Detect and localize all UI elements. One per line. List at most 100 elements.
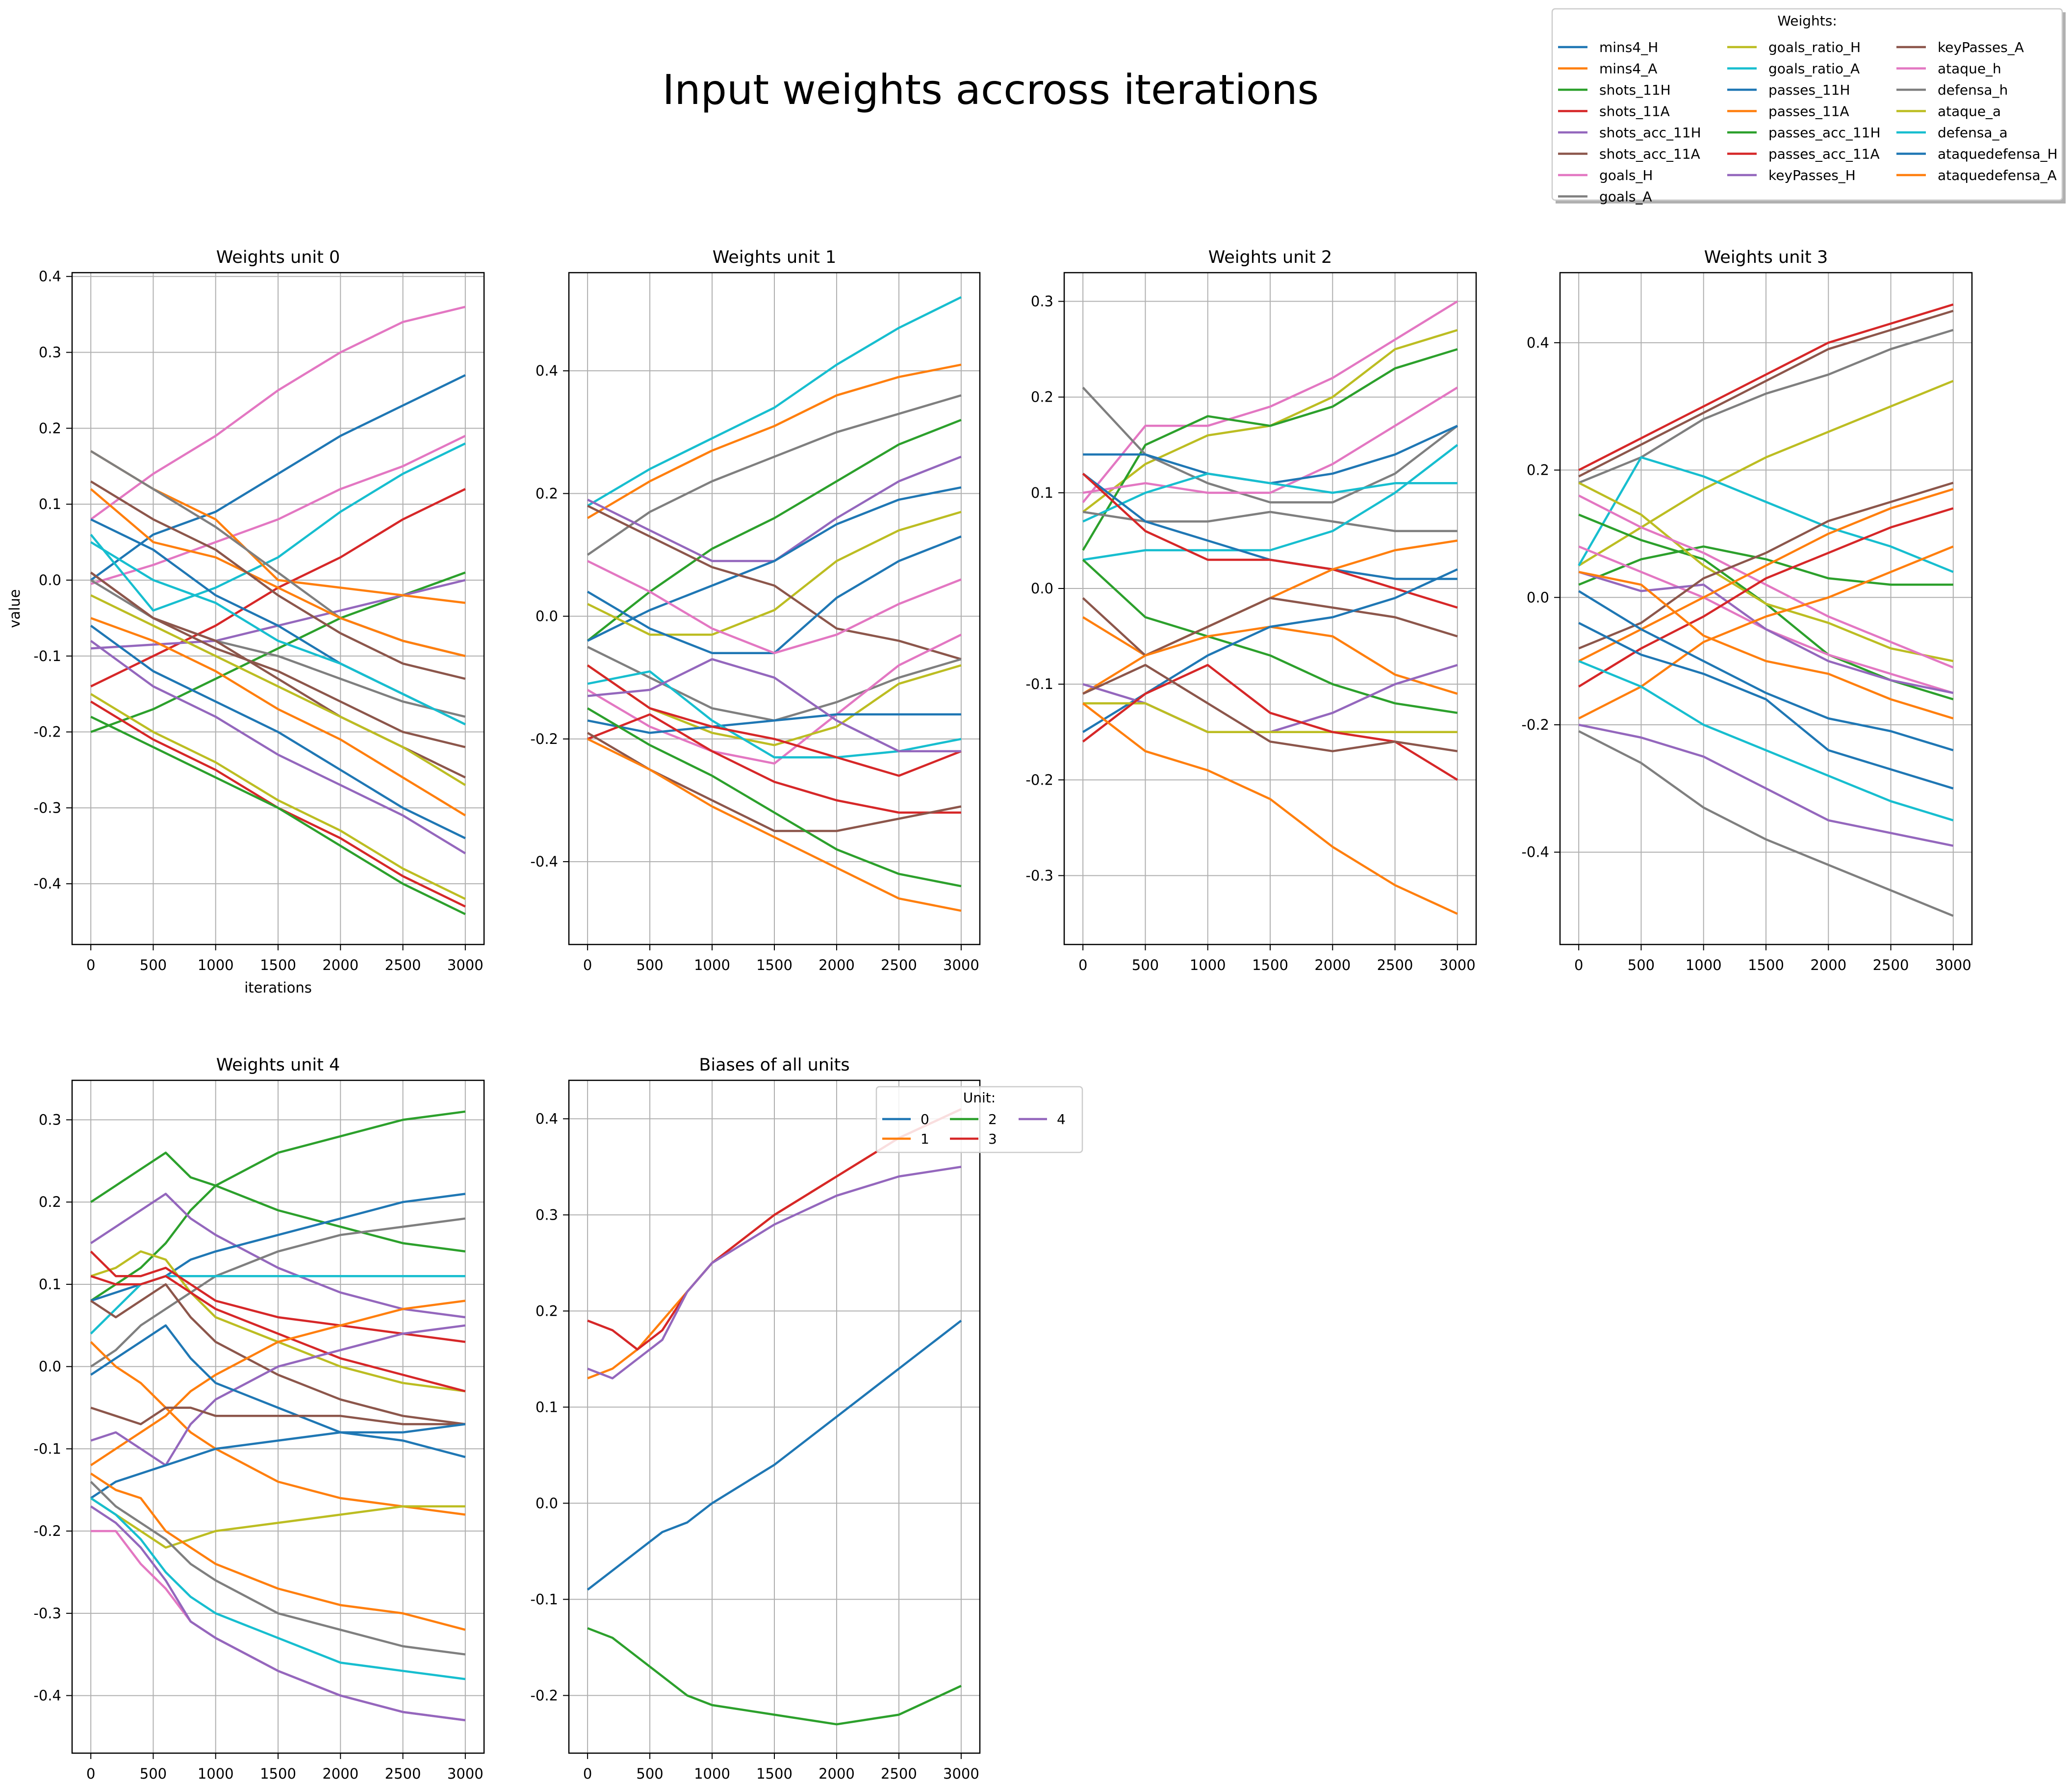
y-tick-label: -0.4	[33, 1687, 61, 1704]
series-line-18	[90, 624, 466, 840]
x-tick-label: 500	[1628, 957, 1655, 973]
series-line-16	[90, 1497, 465, 1549]
series-line-19	[1082, 663, 1458, 753]
series-line-19	[90, 639, 466, 855]
legend-label: goals_A	[1599, 189, 1652, 205]
y-tick-label: 0.0	[536, 1495, 558, 1511]
series-line-16	[90, 594, 466, 786]
series-line-14	[90, 1406, 465, 1426]
series-line-10	[90, 480, 466, 680]
series-line-15	[90, 1423, 466, 1499]
legend-box	[875, 1086, 1083, 1153]
series-line-5	[90, 1275, 465, 1335]
series-line-20	[1578, 730, 1954, 917]
y-tick-label: 0.4	[536, 362, 558, 379]
y-tick-label: 0.4	[536, 1110, 558, 1127]
y-tick-label: 0.2	[536, 485, 558, 502]
y-tick-label: 0.0	[39, 572, 61, 588]
y-tick-label: -0.2	[33, 1523, 61, 1539]
series-line-4	[1578, 456, 1954, 573]
chart-panel-4: 0 500 1000 1500 2000 2500 3000 -0.4 -0.3 -0.2 -0.1…	[33, 1055, 485, 1782]
series-line-1	[587, 363, 962, 519]
x-tick-label: 3000	[943, 957, 979, 973]
series-line-5	[587, 486, 962, 642]
series-line-19	[90, 1497, 466, 1681]
panels: 0 500 1000 1500 2000 2500 3000-0.4-0.3-0.2-0.1…	[6, 248, 1973, 1782]
series-line-13	[90, 541, 466, 726]
series-line-19	[1578, 723, 1954, 847]
x-tick-label: 0	[86, 957, 95, 973]
y-tick-label: 0.2	[1031, 389, 1053, 406]
series-line-11	[587, 634, 962, 765]
series-line-0	[90, 306, 466, 520]
series-line-4	[90, 1217, 466, 1368]
legend-label: 4	[1057, 1111, 1066, 1127]
series-line-1	[1578, 309, 1954, 478]
legend-label: ataquedefensa_A	[1938, 167, 2057, 183]
series-line-7	[1578, 482, 1954, 663]
x-tick-label: 1500	[1252, 957, 1288, 973]
legend-label: passes_11A	[1768, 103, 1849, 120]
legend-label: ataquedefensa_H	[1938, 146, 2058, 162]
x-tick-label: 1000	[1190, 957, 1226, 973]
series-line-0	[587, 1320, 962, 1591]
series-line-10	[90, 1341, 466, 1516]
x-tick-label: 1000	[694, 957, 730, 973]
legend-label: shots_11H	[1599, 82, 1671, 98]
legend-label: defensa_h	[1938, 82, 2008, 98]
series-line-13	[587, 713, 961, 734]
series-line-18	[1578, 660, 1954, 821]
legend-label: mins4_A	[1599, 61, 1657, 77]
legend-label: goals_H	[1599, 167, 1653, 183]
y-tick-label: 0.3	[39, 1112, 61, 1128]
series-line-10	[1082, 473, 1458, 609]
series-line-15	[1578, 590, 1954, 752]
y-tick-label: -0.1	[33, 1440, 61, 1457]
legend-label: passes_acc_11H	[1768, 125, 1881, 141]
x-tick-label: 500	[636, 957, 663, 973]
series-line-5	[1578, 545, 1953, 586]
x-tick-label: 0	[1078, 957, 1087, 973]
panel-title: Weights unit 3	[1704, 248, 1828, 267]
x-tick-label: 3000	[447, 1765, 484, 1782]
y-tick-label: -0.4	[33, 875, 61, 892]
x-tick-label: 0	[86, 1765, 95, 1782]
x-tick-label: 3000	[1935, 957, 1971, 973]
y-tick-label: -0.2	[1025, 771, 1053, 788]
series-line-17	[90, 617, 466, 816]
series-line-17	[90, 1472, 466, 1631]
y-tick-label: 0.2	[1527, 462, 1549, 479]
x-tick-label: 500	[140, 1765, 167, 1782]
y-tick-label: -0.2	[33, 724, 61, 740]
chart-panel-2: 0 500 1000 1500 2000 2500 3000 -0.3 -0.2 -0.1 0.0 0…	[1025, 248, 1477, 973]
y-tick-label: 0.0	[536, 608, 558, 625]
y-tick-label: 0.1	[1031, 485, 1053, 501]
x-tick-label: 500	[636, 1765, 663, 1782]
series-group	[587, 1108, 962, 1726]
series-line-9	[587, 560, 962, 654]
series-line-4	[1082, 386, 1458, 494]
y-tick-label: -0.3	[33, 799, 61, 816]
series-line-15	[587, 664, 962, 777]
legend-title: Unit:	[963, 1090, 996, 1106]
series-line-13	[1578, 507, 1954, 688]
legend-label: goals_ratio_H	[1768, 39, 1861, 55]
y-tick-label: -0.1	[530, 1591, 558, 1607]
series-line-8	[1082, 444, 1458, 561]
legend-label: ataque_a	[1938, 103, 2001, 120]
series-group	[587, 296, 962, 912]
y-tick-label: -0.3	[1025, 867, 1053, 884]
legend-label: shots_acc_11H	[1599, 125, 1701, 141]
series-group	[90, 306, 466, 916]
series-line-2	[587, 394, 962, 556]
series-line-6	[587, 510, 962, 636]
series-line-18	[90, 1480, 466, 1656]
y-tick-label: 0.0	[1527, 589, 1549, 606]
series-line-20	[1082, 702, 1458, 915]
y-tick-label: 0.1	[536, 1399, 558, 1415]
series-line-3	[90, 1193, 466, 1302]
series-line-15	[90, 571, 466, 748]
x-tick-label: 3000	[1439, 957, 1476, 973]
y-axis-label: value	[6, 589, 23, 628]
legend-label: 3	[988, 1131, 997, 1147]
